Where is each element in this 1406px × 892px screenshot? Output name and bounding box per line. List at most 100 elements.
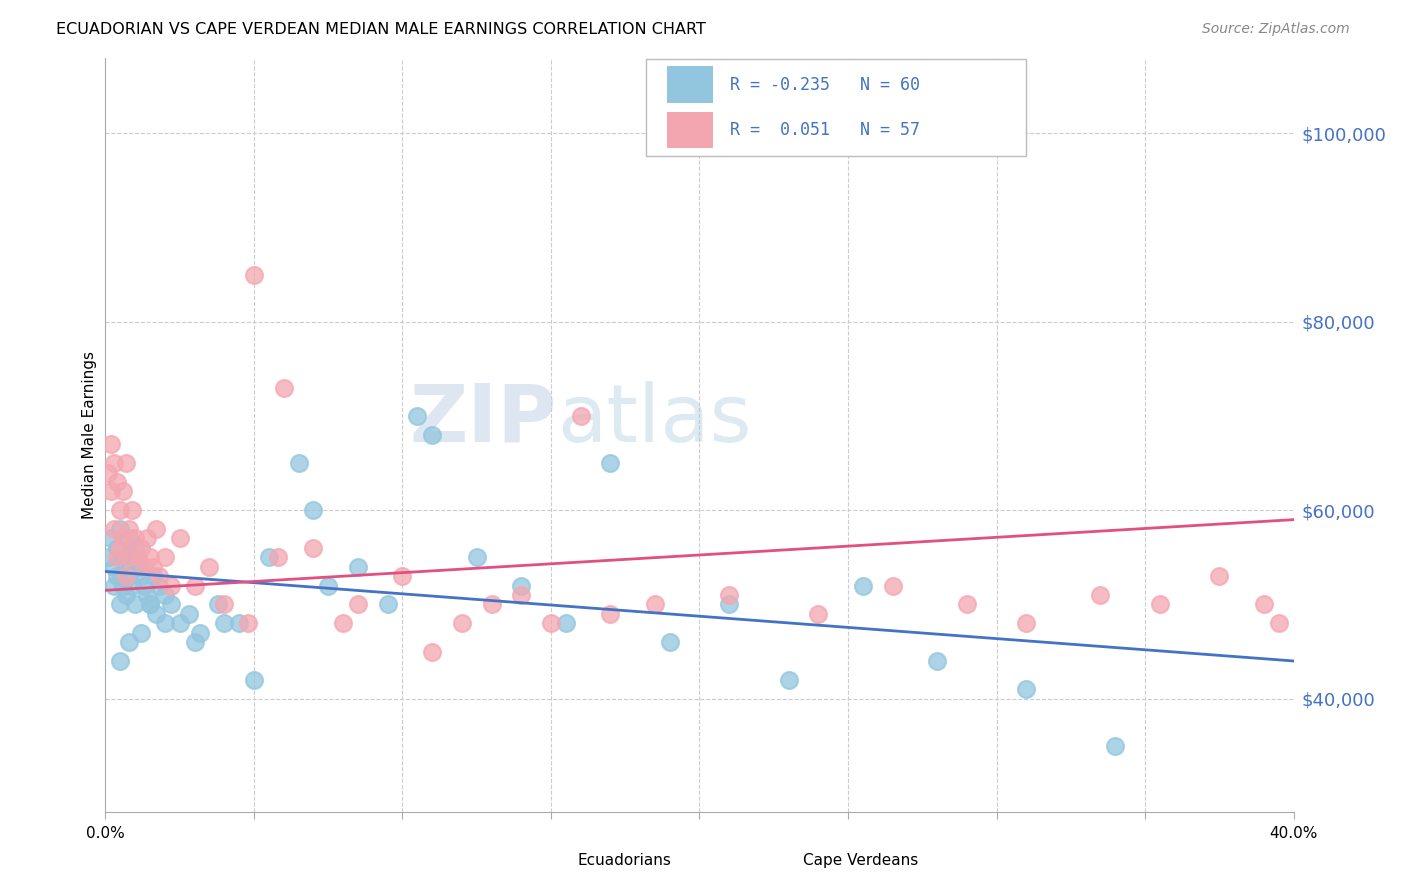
Point	[118, 635, 141, 649]
Point	[110, 654, 132, 668]
Point	[118, 550, 141, 565]
Point	[100, 437, 122, 451]
Point	[540, 616, 562, 631]
Point	[112, 550, 135, 565]
Point	[214, 616, 236, 631]
Point	[852, 578, 875, 592]
Point	[100, 532, 122, 546]
Point	[124, 598, 146, 612]
Text: ECUADORIAN VS CAPE VERDEAN MEDIAN MALE EARNINGS CORRELATION CHART: ECUADORIAN VS CAPE VERDEAN MEDIAN MALE E…	[56, 22, 706, 37]
Point	[124, 541, 146, 555]
FancyBboxPatch shape	[527, 847, 569, 874]
Point	[105, 475, 128, 489]
Text: R =  0.051   N = 57: R = 0.051 N = 57	[730, 121, 921, 139]
Point	[110, 522, 132, 536]
Point	[118, 532, 141, 546]
Point	[100, 484, 122, 499]
Point	[599, 607, 621, 621]
Point	[882, 578, 904, 592]
Point	[148, 578, 170, 592]
Point	[347, 598, 370, 612]
Point	[1253, 598, 1275, 612]
Point	[183, 635, 205, 649]
Point	[145, 522, 167, 536]
Point	[214, 598, 236, 612]
Point	[1104, 739, 1126, 753]
Point	[302, 541, 325, 555]
Point	[115, 559, 138, 574]
Point	[228, 616, 250, 631]
Point	[142, 559, 165, 574]
Point	[103, 559, 125, 574]
Point	[121, 578, 143, 592]
Point	[169, 532, 191, 546]
Point	[127, 559, 149, 574]
Point	[142, 569, 165, 583]
Text: atlas: atlas	[557, 381, 751, 458]
Y-axis label: Median Male Earnings: Median Male Earnings	[82, 351, 97, 519]
Point	[510, 588, 533, 602]
Point	[718, 588, 741, 602]
Point	[159, 578, 181, 592]
Point	[103, 578, 125, 592]
Point	[778, 673, 800, 687]
Point	[1015, 682, 1038, 697]
Point	[115, 588, 138, 602]
Point	[105, 550, 128, 565]
Point	[1208, 569, 1230, 583]
Point	[124, 532, 146, 546]
Point	[347, 559, 370, 574]
Point	[287, 456, 309, 470]
Point	[718, 598, 741, 612]
Point	[450, 616, 472, 631]
Point	[267, 550, 290, 565]
FancyBboxPatch shape	[645, 60, 1026, 156]
Text: Source: ZipAtlas.com: Source: ZipAtlas.com	[1202, 22, 1350, 37]
Point	[377, 598, 399, 612]
Point	[236, 616, 259, 631]
Point	[956, 598, 979, 612]
Point	[97, 466, 120, 480]
Text: Ecuadorians: Ecuadorians	[576, 854, 671, 868]
Point	[207, 598, 229, 612]
Point	[139, 598, 162, 612]
FancyBboxPatch shape	[668, 66, 713, 103]
Point	[129, 569, 152, 583]
Point	[243, 268, 266, 282]
Point	[153, 616, 176, 631]
Point	[145, 607, 167, 621]
Point	[1149, 598, 1171, 612]
Point	[110, 598, 132, 612]
Point	[420, 644, 443, 658]
Point	[139, 598, 162, 612]
Point	[132, 578, 155, 592]
Point	[243, 673, 266, 687]
Point	[273, 381, 295, 395]
Point	[112, 578, 135, 592]
FancyBboxPatch shape	[668, 112, 713, 148]
Point	[481, 598, 503, 612]
Point	[153, 588, 176, 602]
Point	[420, 427, 443, 442]
Point	[118, 522, 141, 536]
Point	[1015, 616, 1038, 631]
Point	[153, 550, 176, 565]
Point	[569, 409, 592, 423]
Point	[148, 569, 170, 583]
Point	[132, 559, 155, 574]
Point	[103, 522, 125, 536]
Point	[183, 578, 205, 592]
Point	[103, 456, 125, 470]
Point	[121, 550, 143, 565]
Text: Cape Verdeans: Cape Verdeans	[803, 854, 918, 868]
Point	[121, 503, 143, 517]
Point	[169, 616, 191, 631]
Point	[190, 625, 212, 640]
Point	[159, 598, 181, 612]
Point	[105, 569, 128, 583]
Point	[807, 607, 830, 621]
Point	[136, 532, 159, 546]
Point	[406, 409, 429, 423]
Point	[302, 503, 325, 517]
Point	[115, 569, 138, 583]
